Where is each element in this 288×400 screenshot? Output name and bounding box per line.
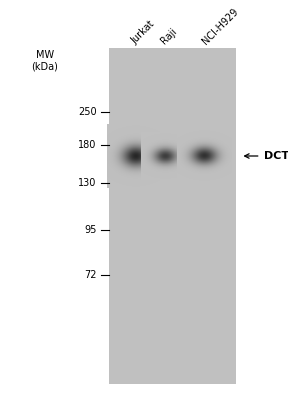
Text: NCI-H929: NCI-H929 xyxy=(200,6,240,46)
Bar xyxy=(109,48,236,384)
Text: 250: 250 xyxy=(78,107,96,117)
Text: MW
(kDa): MW (kDa) xyxy=(31,50,58,72)
Text: Raji: Raji xyxy=(158,26,179,46)
Text: 95: 95 xyxy=(84,225,96,235)
Text: Jurkat: Jurkat xyxy=(130,19,157,46)
Text: DCTN1: DCTN1 xyxy=(264,151,288,161)
Text: 130: 130 xyxy=(78,178,96,188)
Text: 72: 72 xyxy=(84,270,96,280)
Text: 180: 180 xyxy=(78,140,96,150)
